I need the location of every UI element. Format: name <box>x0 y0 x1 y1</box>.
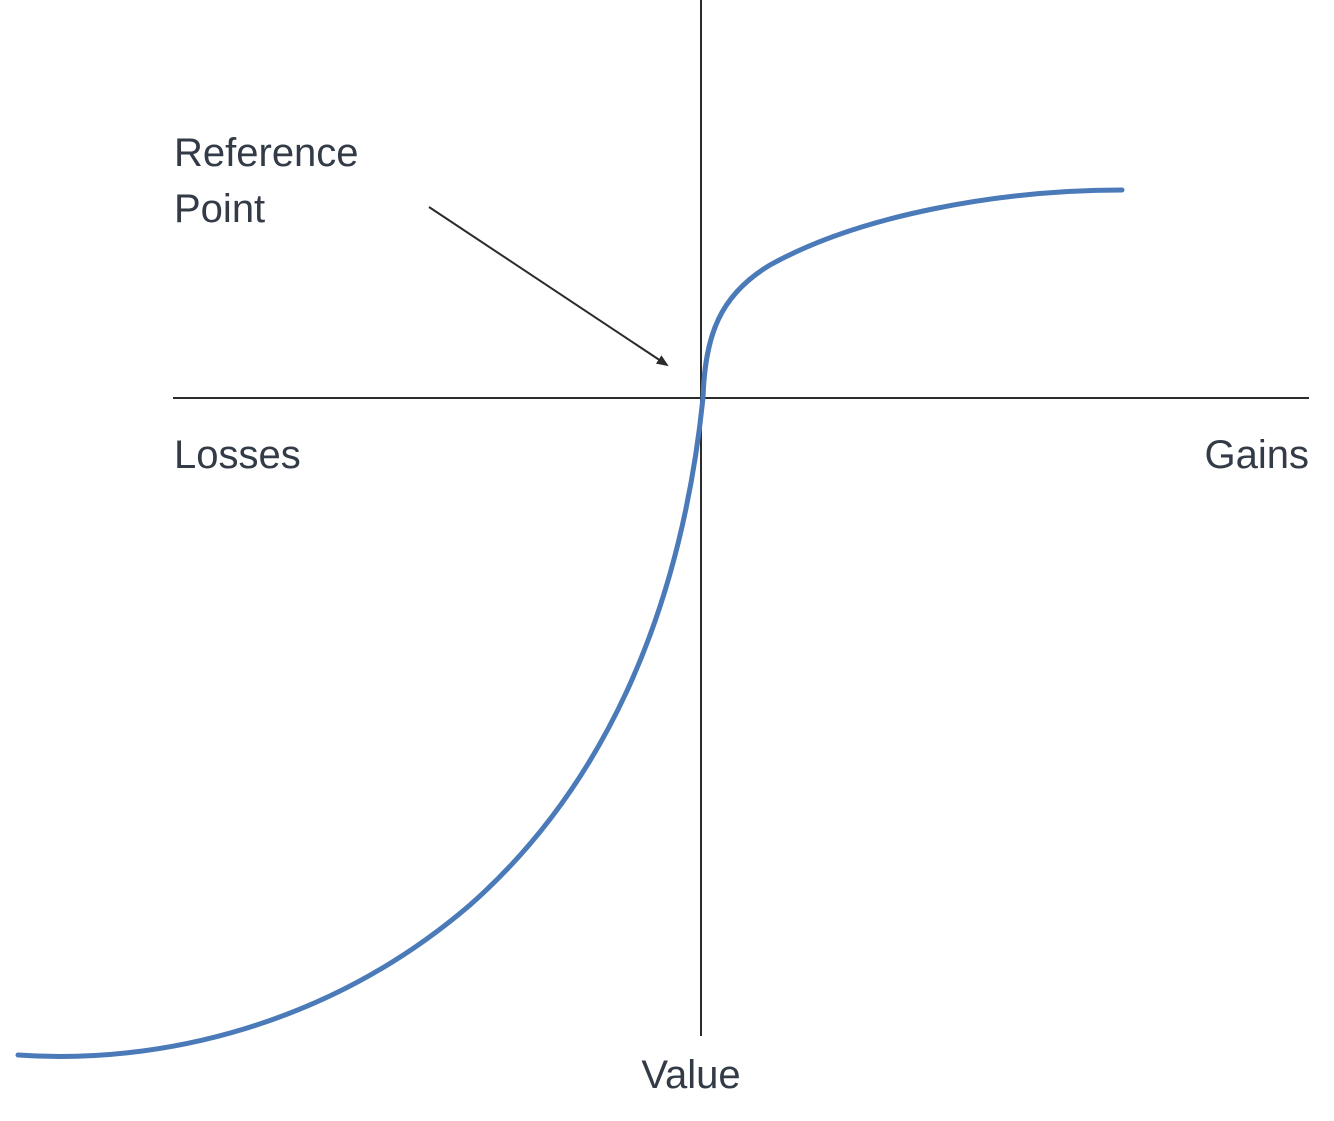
losses-label: Losses <box>174 433 301 477</box>
reference-point-label-line1: Reference <box>174 131 359 175</box>
value-curve <box>15 187 1125 1059</box>
gains-label: Gains <box>1205 433 1310 477</box>
value-label: Value <box>641 1053 740 1097</box>
reference-point-label-line2: Point <box>174 187 265 231</box>
reference-point-arrow <box>428 206 669 367</box>
